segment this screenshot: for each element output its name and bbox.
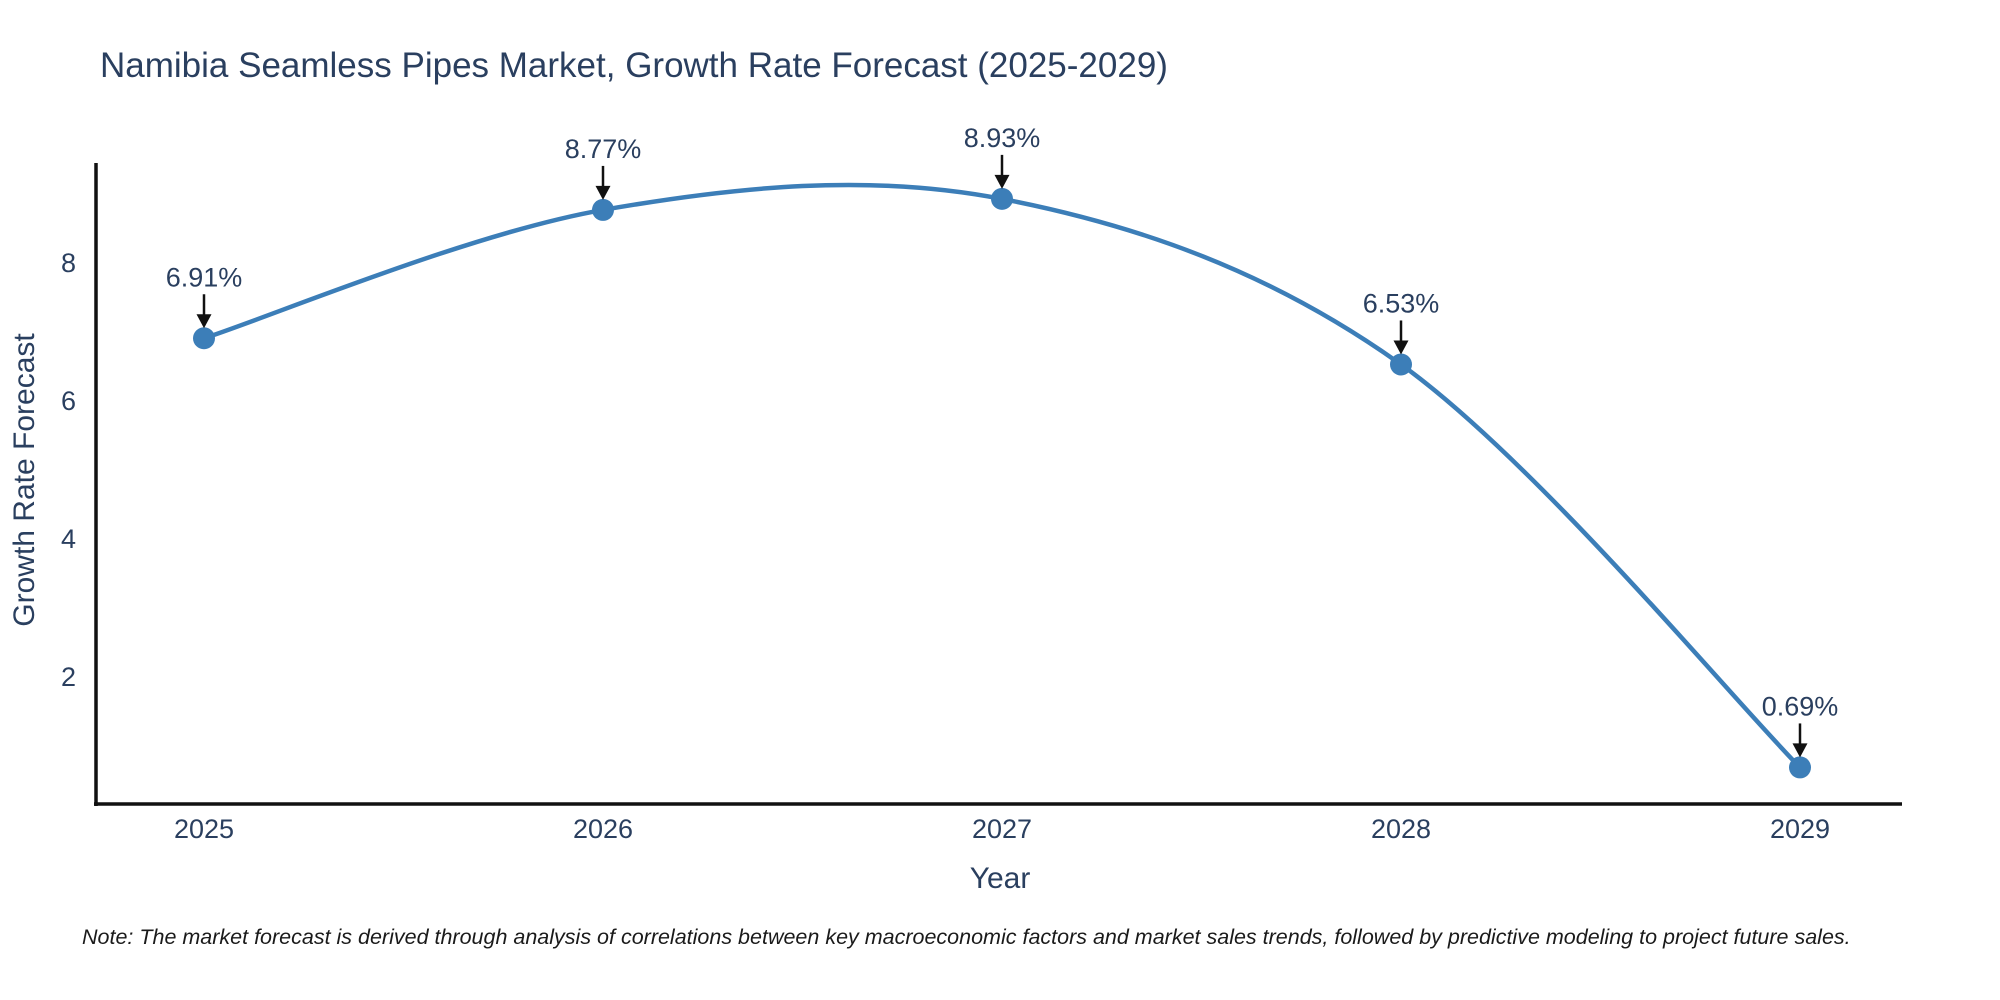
point-annotation: 6.53% [1363, 288, 1440, 355]
y-axis: 2 4 6 8 Growth Rate Forecast [8, 163, 98, 806]
y-tick-label: 6 [61, 386, 76, 416]
annotation-arrowhead-icon [994, 174, 1010, 189]
y-axis-title: Growth Rate Forecast [8, 333, 41, 627]
data-point[interactable] [592, 198, 614, 221]
y-tick-label: 4 [61, 524, 76, 554]
point-annotations: 6.91% 8.77% 8.93% 6.53% 0.69% [166, 123, 1839, 758]
point-annotation-label: 0.69% [1762, 691, 1839, 721]
x-axis-title: Year [970, 862, 1031, 895]
y-tick-label: 2 [61, 662, 76, 692]
point-annotation: 0.69% [1762, 691, 1839, 758]
x-tick-label: 2028 [1371, 814, 1431, 844]
series-markers [193, 187, 1811, 779]
point-annotation-label: 8.77% [565, 134, 642, 164]
point-annotation: 8.93% [964, 123, 1041, 189]
x-tick-label: 2029 [1770, 814, 1830, 844]
point-annotation: 6.91% [166, 262, 243, 329]
y-tick-labels: 2 4 6 8 [61, 248, 76, 692]
annotation-arrowhead-icon [1393, 340, 1409, 355]
footnote: Note: The market forecast is derived thr… [82, 925, 1851, 949]
data-point[interactable] [193, 327, 215, 350]
point-annotation-label: 6.91% [166, 262, 243, 292]
point-annotation-label: 8.93% [964, 123, 1041, 153]
y-tick-label: 8 [61, 248, 76, 278]
x-tick-label: 2026 [573, 814, 633, 844]
point-annotation-label: 6.53% [1363, 288, 1440, 318]
chart-title: Namibia Seamless Pipes Market, Growth Ra… [100, 46, 1168, 85]
data-point[interactable] [1390, 353, 1412, 376]
x-tick-label: 2025 [174, 814, 234, 844]
annotation-arrowhead-icon [1792, 743, 1808, 758]
x-tick-label: 2027 [972, 814, 1032, 844]
x-axis: 2025 2026 2027 2028 2029 Year [94, 802, 1902, 895]
data-point[interactable] [1789, 756, 1811, 779]
annotation-arrowhead-icon [595, 185, 611, 200]
x-tick-labels: 2025 2026 2027 2028 2029 [174, 814, 1830, 844]
annotation-arrowhead-icon [196, 314, 212, 329]
point-annotation: 8.77% [565, 134, 642, 200]
data-point[interactable] [991, 187, 1013, 210]
